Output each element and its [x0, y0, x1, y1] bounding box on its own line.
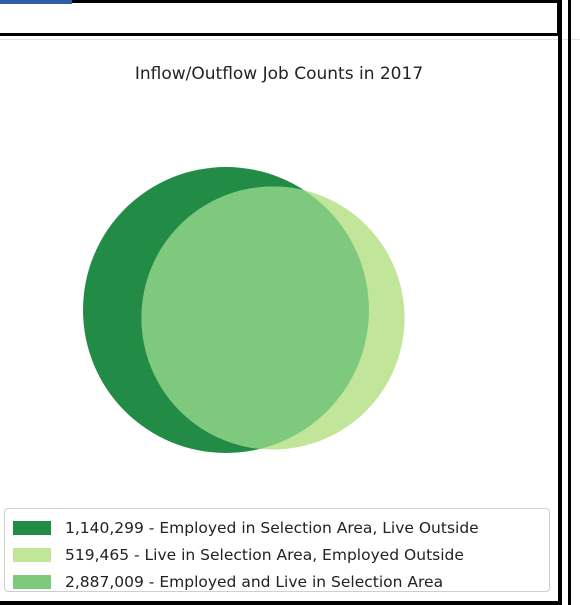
chart-title: Inflow/Outflow Job Counts in 2017: [134, 64, 424, 84]
legend-swatch-outside-employed: [13, 547, 51, 562]
venn-intersection-live-and-work: [141, 186, 369, 450]
right-border: [558, 0, 562, 605]
legend-label-outside-workers: 1,140,299 - Employed in Selection Area, …: [65, 518, 479, 537]
chart-area: Inflow/Outflow Job Counts in 2017 1,140,…: [0, 40, 558, 601]
legend-swatch-outside-workers: [13, 520, 51, 535]
top-toolbar: [0, 0, 580, 40]
legend-label-live-and-work: 2,887,009 - Employed and Live in Selecti…: [65, 572, 444, 591]
legend-item-outside-employed: 519,465 - Live in Selection Area, Employ…: [5, 541, 549, 568]
top-toolbar-box: [0, 0, 560, 36]
legend-item-live-and-work: 2,887,009 - Employed and Live in Selecti…: [5, 568, 549, 595]
legend-label-outside-employed: 519,465 - Live in Selection Area, Employ…: [65, 545, 464, 564]
legend: 1,140,299 - Employed in Selection Area, …: [4, 508, 550, 592]
top-tab-indicator[interactable]: [0, 0, 72, 4]
legend-swatch-live-and-work: [13, 574, 51, 589]
legend-item-outside-workers: 1,140,299 - Employed in Selection Area, …: [5, 514, 549, 541]
bottom-border: [0, 601, 562, 605]
right-border-outer: [568, 0, 571, 605]
venn-diagram: [83, 167, 405, 453]
